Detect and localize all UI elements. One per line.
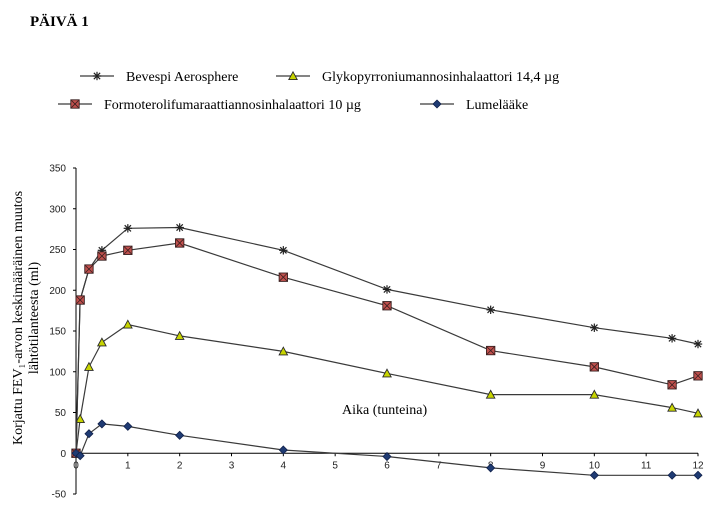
data-point bbox=[174, 330, 185, 340]
data-point bbox=[278, 445, 288, 455]
data-point bbox=[84, 264, 94, 274]
plot-area bbox=[71, 223, 703, 480]
y-tick-label: 50 bbox=[55, 408, 67, 419]
axes: -500501001502002503003500123456789101112 bbox=[49, 164, 704, 501]
y-axis-label-line-2: lähtötilanteesta (ml) bbox=[27, 261, 42, 374]
data-point bbox=[589, 470, 599, 480]
series-line bbox=[75, 226, 699, 454]
data-point bbox=[667, 470, 677, 480]
legend-item: Glykopyrroniumannosinhalaattori 14,4 µg bbox=[276, 70, 559, 85]
legend-marker bbox=[70, 99, 80, 109]
data-point bbox=[693, 470, 703, 480]
series-2 bbox=[71, 319, 703, 458]
legend-item: Formoterolifumaraattiannosinhalaattori 1… bbox=[58, 98, 361, 113]
data-point bbox=[589, 389, 600, 399]
y-tick-label: 100 bbox=[49, 367, 66, 378]
x-axis-caption: Aika (tunteina) bbox=[342, 403, 427, 418]
y-tick-label: 250 bbox=[49, 245, 66, 256]
legend: Bevespi Aerosphere Glykopyrroniumannosinh… bbox=[58, 70, 559, 113]
data-point bbox=[84, 429, 94, 439]
legend-label: Lumelääke bbox=[466, 98, 528, 113]
data-point bbox=[486, 305, 495, 315]
data-point bbox=[382, 451, 392, 462]
series-3 bbox=[71, 238, 703, 458]
page-title: PÄIVÄ 1 bbox=[30, 14, 89, 30]
y-tick-label: 200 bbox=[49, 286, 66, 297]
data-point bbox=[693, 371, 703, 381]
data-point bbox=[75, 413, 86, 424]
data-point bbox=[123, 421, 133, 431]
series-1 bbox=[71, 223, 703, 458]
data-point bbox=[589, 362, 599, 372]
x-tick-label: 3 bbox=[229, 460, 235, 471]
x-tick-label: 1 bbox=[125, 460, 131, 471]
y-tick-label: 300 bbox=[49, 204, 66, 215]
legend-marker bbox=[288, 70, 298, 81]
data-point bbox=[97, 419, 107, 429]
series-line bbox=[75, 423, 698, 476]
y-axis-label: Korjattu FEV₁-arvon keskimääräinen muuto… bbox=[11, 191, 42, 445]
data-point bbox=[667, 334, 677, 343]
x-tick-label: 10 bbox=[589, 460, 601, 471]
x-tick-label: 11 bbox=[641, 460, 652, 471]
legend-marker bbox=[432, 99, 442, 109]
y-tick-label: 0 bbox=[60, 449, 66, 460]
y-tick-label: 350 bbox=[49, 164, 66, 175]
data-point bbox=[486, 463, 496, 473]
data-point bbox=[175, 430, 185, 440]
data-point bbox=[175, 223, 184, 232]
data-point bbox=[486, 345, 496, 356]
data-point bbox=[96, 337, 107, 347]
legend-label: Glykopyrroniumannosinhalaattori 14,4 µg bbox=[322, 70, 559, 85]
data-point bbox=[123, 224, 133, 233]
data-point bbox=[123, 245, 133, 255]
series-4 bbox=[71, 419, 703, 480]
data-point bbox=[278, 272, 288, 282]
data-point bbox=[97, 251, 107, 261]
series-line bbox=[75, 242, 699, 454]
legend-marker bbox=[92, 71, 102, 81]
data-point bbox=[175, 238, 185, 248]
y-tick-label: -50 bbox=[52, 490, 67, 501]
x-tick-label: 2 bbox=[177, 460, 183, 471]
data-point bbox=[667, 380, 677, 390]
legend-item: Lumelääke bbox=[420, 98, 528, 113]
data-point bbox=[279, 246, 288, 255]
data-point bbox=[485, 389, 496, 399]
x-tick-label: 6 bbox=[384, 460, 390, 471]
data-point bbox=[667, 402, 678, 412]
data-point bbox=[122, 319, 133, 329]
legend-label: Formoterolifumaraattiannosinhalaattori 1… bbox=[104, 98, 361, 113]
data-point bbox=[278, 346, 289, 356]
data-point bbox=[382, 301, 392, 311]
x-tick-label: 4 bbox=[281, 460, 287, 471]
data-point bbox=[382, 285, 392, 294]
x-tick-label: 12 bbox=[692, 460, 704, 471]
data-point bbox=[693, 408, 703, 418]
x-tick-label: 9 bbox=[540, 460, 546, 471]
y-axis-label-line-1: Korjattu FEV₁-arvon keskimääräinen muuto… bbox=[11, 191, 26, 445]
x-tick-label: 5 bbox=[332, 460, 338, 471]
legend-label: Bevespi Aerosphere bbox=[126, 70, 238, 85]
data-point bbox=[590, 323, 599, 332]
series-line bbox=[75, 323, 699, 454]
x-tick-label: 0 bbox=[73, 460, 79, 471]
data-point bbox=[382, 368, 392, 378]
x-tick-label: 7 bbox=[436, 460, 442, 471]
data-point bbox=[75, 451, 85, 461]
data-point bbox=[75, 295, 85, 305]
legend-item: Bevespi Aerosphere bbox=[80, 70, 238, 85]
data-point bbox=[84, 361, 94, 371]
data-point bbox=[693, 339, 703, 349]
y-tick-label: 150 bbox=[49, 327, 66, 338]
